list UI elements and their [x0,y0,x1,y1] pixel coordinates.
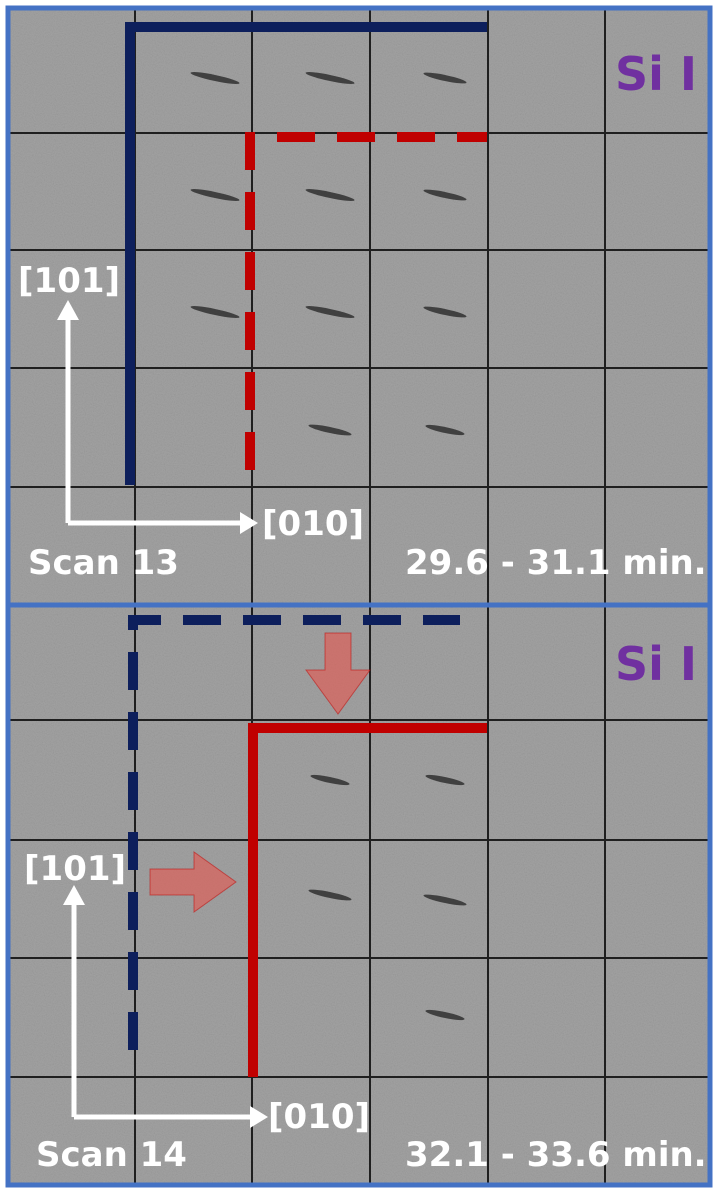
axis-label: [101] [24,849,126,889]
phase-label: Si I [615,47,697,101]
scan-label: Scan 14 [36,1135,187,1175]
scan-label: Scan 13 [28,543,179,583]
figure: Si I [101] [010] Scan 13 29.6 - 31.1 min… [0,0,714,1189]
time-label: 32.1 - 33.6 min. [405,1135,707,1175]
time-label: 29.6 - 31.1 min. [405,543,707,583]
axis-label: [010] [262,504,364,544]
axis-label: [101] [18,261,120,301]
phase-label: Si I [615,637,697,691]
axis-label: [010] [268,1097,370,1137]
